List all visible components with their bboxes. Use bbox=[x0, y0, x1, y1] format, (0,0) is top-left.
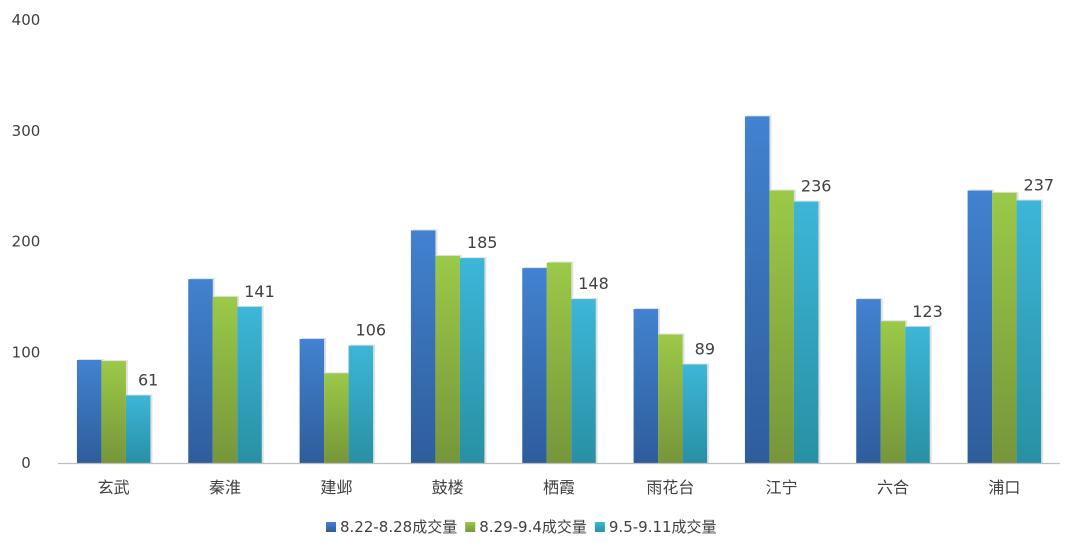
legend-label: 8.29-9.4成交量 bbox=[479, 518, 587, 536]
y-tick-label: 400 bbox=[12, 11, 41, 29]
bar-六合-series-2 bbox=[880, 321, 906, 463]
data-labels: 61 141 106 185 148 89 236 123 237 bbox=[138, 176, 1054, 390]
bar-雨花台-series-1 bbox=[633, 309, 659, 463]
bar-雨花台-series-2 bbox=[658, 334, 683, 463]
bar-浦口-series-2 bbox=[992, 192, 1017, 463]
data-label: 185 bbox=[467, 233, 498, 252]
bar-栖霞-series-2 bbox=[546, 262, 572, 463]
data-label: 148 bbox=[578, 274, 609, 293]
bar-groups bbox=[76, 115, 1044, 463]
data-label: 89 bbox=[695, 339, 715, 358]
y-axis: 0 100 200 300 400 bbox=[12, 11, 41, 472]
bar-六合-series-1 bbox=[856, 299, 881, 463]
legend-label: 9.5-9.11成交量 bbox=[609, 518, 717, 536]
bar-秦淮-series-2 bbox=[212, 296, 238, 463]
bar-浦口-series-3 bbox=[1016, 200, 1042, 463]
bar-建邺-series-3 bbox=[348, 345, 374, 463]
bar-建邺-series-1 bbox=[299, 338, 325, 463]
bar-雨花台-series-3 bbox=[682, 364, 708, 463]
bar-江宁-series-1 bbox=[744, 116, 770, 463]
data-label: 123 bbox=[912, 302, 943, 321]
data-label: 61 bbox=[138, 370, 158, 389]
x-tick-label: 鼓楼 bbox=[432, 478, 464, 497]
legend-swatch bbox=[594, 522, 605, 532]
legend-swatch bbox=[326, 522, 336, 532]
bar-建邺-series-2 bbox=[324, 373, 349, 463]
bar-鼓楼-series-2 bbox=[435, 255, 460, 463]
x-axis: 玄武 秦淮 建邺 鼓楼 栖霞 雨花台 江宁 六合 浦口 bbox=[98, 478, 1021, 497]
x-tick-label: 江宁 bbox=[766, 478, 798, 497]
x-tick-label: 建邺 bbox=[320, 478, 352, 497]
bar-江宁-series-2 bbox=[769, 190, 794, 463]
y-tick-label: 300 bbox=[12, 122, 41, 140]
y-tick-label: 100 bbox=[12, 343, 41, 361]
legend: 8.22-8.28成交量 8.29-9.4成交量 9.5-9.11成交量 bbox=[326, 518, 717, 536]
x-tick-label: 六合 bbox=[877, 478, 909, 497]
bar-江宁-series-3 bbox=[793, 201, 819, 463]
bar-栖霞-series-1 bbox=[522, 268, 547, 463]
bar-栖霞-series-3 bbox=[571, 299, 596, 463]
bar-鼓楼-series-1 bbox=[410, 230, 436, 463]
data-label: 106 bbox=[356, 321, 387, 340]
legend-label: 8.22-8.28成交量 bbox=[340, 518, 457, 536]
bar-秦淮-series-1 bbox=[188, 279, 213, 463]
y-tick-label: 0 bbox=[21, 454, 31, 472]
x-tick-label: 雨花台 bbox=[646, 478, 694, 497]
x-tick-label: 栖霞 bbox=[543, 478, 575, 497]
bar-玄武-series-1 bbox=[76, 360, 102, 463]
data-label: 237 bbox=[1024, 176, 1055, 195]
legend-swatch bbox=[465, 522, 476, 532]
bar-浦口-series-1 bbox=[967, 190, 993, 463]
y-tick-label: 200 bbox=[12, 233, 41, 251]
bar-鼓楼-series-3 bbox=[459, 258, 485, 463]
data-label: 141 bbox=[244, 282, 275, 301]
data-label: 236 bbox=[801, 177, 832, 196]
x-tick-label: 玄武 bbox=[98, 478, 130, 497]
bar-秦淮-series-3 bbox=[237, 306, 262, 463]
bar-六合-series-3 bbox=[905, 326, 930, 463]
x-tick-label: 浦口 bbox=[988, 478, 1020, 497]
bar-玄武-series-2 bbox=[101, 361, 126, 463]
bar-玄武-series-3 bbox=[125, 395, 151, 463]
x-tick-label: 秦淮 bbox=[209, 478, 241, 497]
